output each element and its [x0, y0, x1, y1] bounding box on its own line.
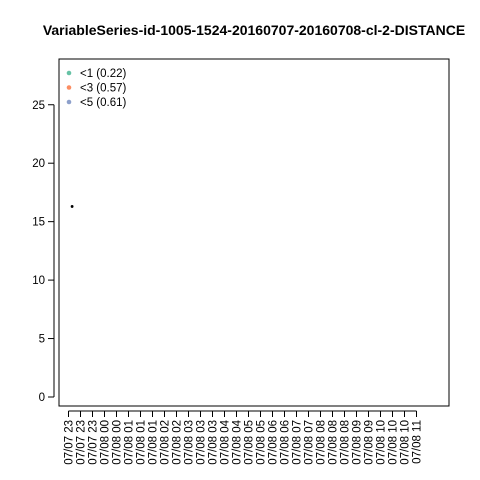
- x-tick-label: 07/08 10: [400, 420, 412, 465]
- x-tick-label: 07/08 05: [256, 420, 268, 465]
- y-tick-label: 0: [39, 392, 45, 404]
- y-tick-label: 15: [32, 217, 45, 229]
- x-tick-label: 07/08 02: [160, 420, 172, 465]
- x-tick-label: 07/08 03: [196, 420, 208, 465]
- x-tick-label: 07/08 01: [148, 420, 160, 465]
- x-tick-label: 07/08 06: [268, 420, 280, 465]
- x-tick-label: 07/08 08: [340, 420, 352, 465]
- x-tick-label: 07/08 03: [208, 420, 220, 465]
- plot-area-frame: [58, 58, 450, 407]
- x-tick-label: 07/08 04: [232, 419, 244, 464]
- legend-marker: [66, 85, 72, 90]
- x-tick-label: 07/07 23: [76, 420, 88, 465]
- x-tick-label: 07/08 04: [220, 419, 232, 464]
- y-tick-label: 5: [39, 334, 45, 346]
- x-tick-label: 07/08 07: [304, 420, 316, 465]
- legend: <1 (0.22) <3 (0.57) <5 (0.61): [66, 68, 127, 109]
- y-axis: 0 5 10 15 20 25: [32, 100, 55, 404]
- x-tick-label: 07/08 02: [172, 420, 184, 465]
- legend-marker: [66, 70, 72, 76]
- x-tick-label: 07/08 09: [352, 420, 364, 465]
- x-axis: 07/07 23 07/07 23 07/07 23 07/08 00 07/08 00…: [64, 410, 424, 465]
- y-tick-label: 25: [32, 100, 45, 112]
- x-tick-label: 07/08 08: [328, 420, 340, 465]
- x-tick-label: 07/07 23: [64, 420, 76, 465]
- data-point: [70, 205, 74, 208]
- x-tick-label: 07/08 08: [316, 420, 328, 465]
- x-tick-label: 07/08 00: [112, 420, 124, 465]
- legend-marker: [66, 99, 72, 105]
- x-tick-label: 07/08 11: [412, 420, 424, 464]
- x-tick-label: 07/08 05: [244, 420, 256, 465]
- x-tick-label: 07/08 10: [376, 420, 388, 465]
- legend-label: <3 (0.57): [80, 83, 127, 95]
- x-tick-label: 07/08 03: [184, 420, 196, 465]
- y-tick-label: 10: [32, 275, 45, 287]
- y-tick-label: 20: [32, 158, 45, 170]
- x-tick-label: 07/07 23: [88, 420, 100, 465]
- x-tick-label: 07/08 10: [388, 420, 400, 465]
- x-tick-label: 07/08 00: [100, 420, 112, 465]
- x-tick-label: 07/08 01: [124, 420, 136, 465]
- legend-label: <5 (0.61): [80, 97, 127, 109]
- data-points: [70, 205, 74, 208]
- x-tick-label: 07/08 07: [292, 420, 304, 465]
- x-tick-label: 07/08 01: [136, 420, 148, 465]
- chart-title: VariableSeries-id-1005-1524-20160707-201…: [43, 22, 465, 38]
- x-tick-label: 07/08 09: [364, 420, 376, 465]
- legend-label: <1 (0.22): [80, 68, 127, 80]
- x-tick-label: 07/08 06: [280, 420, 292, 465]
